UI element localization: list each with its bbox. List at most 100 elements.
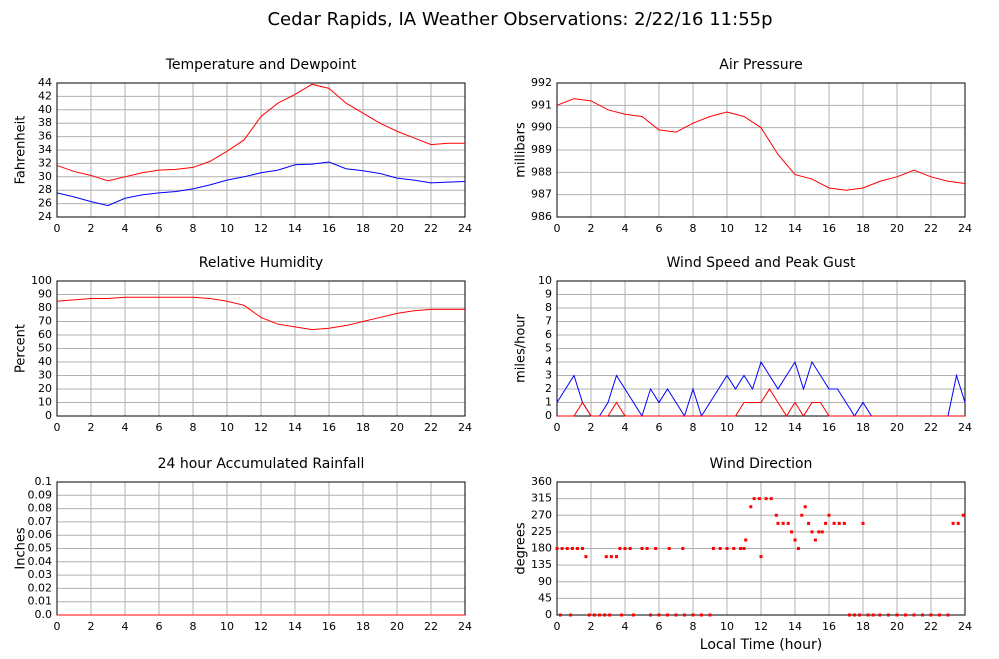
data-point bbox=[598, 613, 601, 617]
x-tick-label: 10 bbox=[220, 620, 234, 633]
y-tick-label: 360 bbox=[531, 475, 552, 488]
x-tick-label: 24 bbox=[458, 222, 472, 235]
x-tick-label: 16 bbox=[322, 222, 336, 235]
data-point bbox=[620, 613, 624, 617]
data-point bbox=[837, 521, 841, 525]
data-point bbox=[817, 530, 821, 534]
y-tick-label: 30 bbox=[38, 369, 52, 382]
x-tick-label: 20 bbox=[890, 222, 904, 235]
y-axis-label: miles/hour bbox=[514, 313, 529, 382]
data-point bbox=[749, 505, 753, 509]
y-tick-label: 30 bbox=[38, 170, 52, 183]
data-point bbox=[739, 547, 743, 550]
x-tick-label: 24 bbox=[458, 421, 472, 434]
y-tick-label: 0.05 bbox=[28, 542, 53, 555]
y-tick-label: 270 bbox=[531, 508, 552, 521]
x-tick-label: 20 bbox=[890, 620, 904, 633]
data-point bbox=[732, 547, 736, 550]
data-point bbox=[757, 497, 761, 501]
chart-title: Relative Humidity bbox=[199, 255, 323, 271]
y-tick-label: 0 bbox=[545, 409, 552, 422]
y-tick-label: 225 bbox=[531, 525, 552, 538]
data-point bbox=[929, 613, 933, 617]
x-tick-label: 6 bbox=[656, 421, 663, 434]
data-point bbox=[560, 547, 564, 550]
data-point bbox=[744, 538, 748, 542]
data-line bbox=[557, 388, 965, 417]
x-tick-label: 20 bbox=[390, 222, 404, 235]
y-tick-label: 3 bbox=[545, 369, 552, 382]
x-tick-label: 14 bbox=[788, 222, 802, 235]
y-tick-label: 50 bbox=[38, 342, 52, 355]
chart-title: Temperature and Dewpoint bbox=[165, 57, 357, 73]
y-tick-label: 0.1 bbox=[35, 475, 53, 488]
x-tick-label: 10 bbox=[220, 421, 234, 434]
data-point bbox=[921, 613, 924, 617]
y-tick-label: 10 bbox=[38, 396, 52, 409]
y-tick-label: 0.04 bbox=[28, 555, 53, 568]
x-tick-label: 8 bbox=[690, 421, 697, 434]
data-point bbox=[810, 530, 814, 534]
data-point bbox=[769, 497, 773, 501]
data-point bbox=[832, 521, 836, 525]
x-tick-label: 24 bbox=[458, 620, 472, 633]
data-point bbox=[847, 613, 851, 617]
x-tick-label: 4 bbox=[622, 222, 629, 235]
x-tick-label: 14 bbox=[788, 620, 802, 633]
x-tick-label: 4 bbox=[122, 222, 129, 235]
y-tick-label: 987 bbox=[531, 188, 552, 201]
x-tick-label: 2 bbox=[588, 222, 595, 235]
x-tick-label: 12 bbox=[254, 421, 268, 434]
data-point bbox=[912, 613, 916, 617]
x-tick-label: 12 bbox=[754, 620, 768, 633]
data-point bbox=[946, 613, 950, 617]
y-tick-label: 70 bbox=[38, 315, 52, 328]
data-point bbox=[587, 613, 591, 617]
data-point bbox=[895, 613, 899, 617]
y-tick-label: 0.07 bbox=[28, 515, 53, 528]
data-point bbox=[774, 513, 778, 517]
x-tick-label: 4 bbox=[122, 620, 129, 633]
data-point bbox=[790, 530, 794, 534]
x-tick-label: 20 bbox=[890, 421, 904, 434]
data-point bbox=[615, 555, 618, 559]
x-tick-label: 22 bbox=[424, 222, 438, 235]
y-tick-label: 0.01 bbox=[28, 595, 53, 608]
data-point bbox=[604, 555, 608, 559]
x-tick-label: 8 bbox=[190, 222, 197, 235]
data-point bbox=[718, 547, 722, 550]
data-point bbox=[781, 521, 785, 525]
data-point bbox=[871, 613, 875, 617]
y-tick-label: 60 bbox=[38, 328, 52, 341]
data-point bbox=[803, 505, 807, 509]
x-tick-label: 8 bbox=[690, 620, 697, 633]
data-point bbox=[759, 555, 763, 559]
data-point bbox=[667, 547, 671, 550]
x-tick-label: 14 bbox=[288, 620, 302, 633]
x-tick-label: 22 bbox=[924, 620, 938, 633]
x-tick-label: 12 bbox=[754, 222, 768, 235]
data-point bbox=[796, 547, 800, 550]
y-tick-label: 1 bbox=[545, 396, 552, 409]
data-point bbox=[824, 521, 828, 525]
x-tick-label: 8 bbox=[690, 222, 697, 235]
y-tick-label: 38 bbox=[38, 116, 52, 129]
chart-title: Air Pressure bbox=[719, 57, 802, 73]
y-tick-label: 8 bbox=[545, 301, 552, 314]
data-point bbox=[649, 613, 652, 617]
plot-frame bbox=[56, 280, 466, 417]
data-point bbox=[609, 555, 613, 559]
y-tick-label: 34 bbox=[38, 143, 52, 156]
y-tick-label: 990 bbox=[531, 121, 552, 134]
y-tick-label: 44 bbox=[38, 76, 52, 89]
y-tick-label: 36 bbox=[38, 130, 52, 143]
data-point bbox=[565, 547, 569, 550]
x-tick-label: 24 bbox=[958, 620, 972, 633]
data-point bbox=[861, 521, 865, 525]
data-point bbox=[632, 613, 635, 617]
y-axis-label: Inches bbox=[14, 527, 29, 569]
data-point bbox=[575, 547, 579, 550]
y-tick-label: 20 bbox=[38, 382, 52, 395]
